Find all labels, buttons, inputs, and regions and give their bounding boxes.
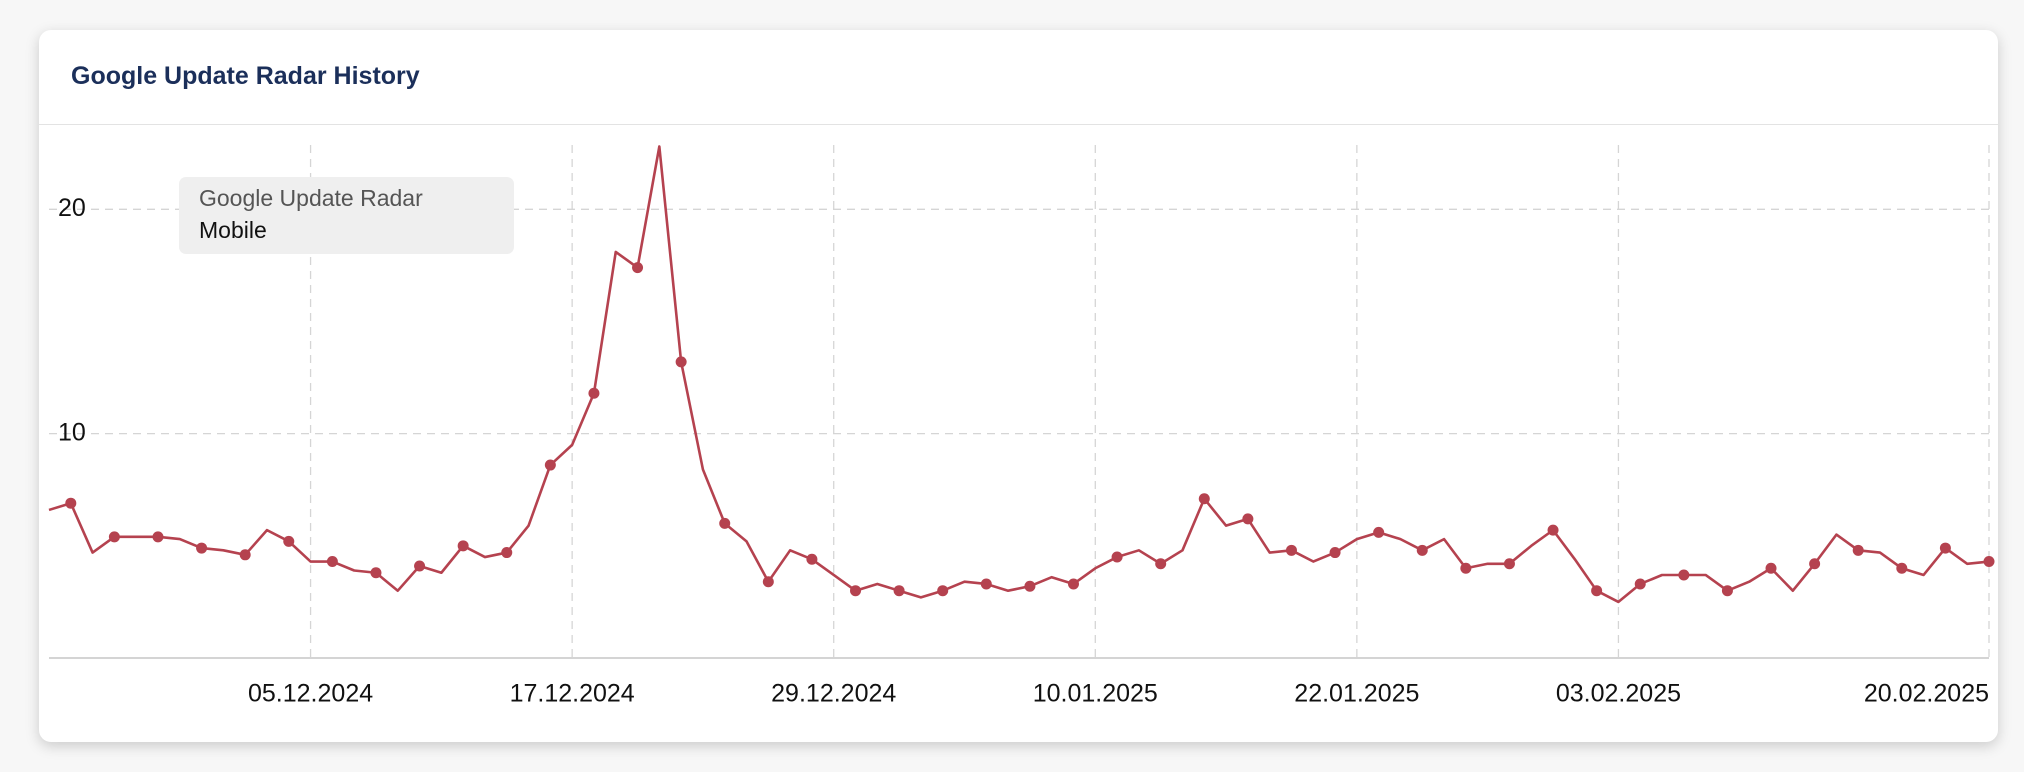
point xyxy=(980,578,992,590)
point xyxy=(1024,580,1036,592)
y-tick-label: 10 xyxy=(58,418,86,446)
point xyxy=(1765,562,1777,574)
legend-entry: Mobile xyxy=(199,217,267,243)
point xyxy=(632,262,644,274)
point xyxy=(719,517,731,529)
point xyxy=(1678,569,1690,581)
point xyxy=(544,459,556,471)
point xyxy=(283,535,295,547)
point xyxy=(1591,585,1603,597)
point xyxy=(414,560,426,572)
point xyxy=(1460,562,1472,574)
point xyxy=(1896,562,1908,574)
x-tick-label: 22.01.2025 xyxy=(1294,680,1419,708)
point xyxy=(1111,551,1123,563)
point xyxy=(806,553,818,565)
point xyxy=(196,542,208,554)
x-tick-label: 05.12.2024 xyxy=(248,680,373,708)
point xyxy=(1721,585,1733,597)
x-tick-label: 29.12.2024 xyxy=(771,680,896,708)
point xyxy=(1634,578,1646,590)
x-tick-label: 10.01.2025 xyxy=(1033,680,1158,708)
point xyxy=(1503,558,1515,570)
point xyxy=(457,540,469,552)
point xyxy=(1285,544,1297,556)
point xyxy=(1067,578,1079,590)
point xyxy=(1416,544,1428,556)
point xyxy=(1198,493,1210,505)
point xyxy=(937,585,949,597)
point xyxy=(370,567,382,579)
point xyxy=(326,556,338,568)
point xyxy=(1809,558,1821,570)
divider xyxy=(39,124,1998,125)
point xyxy=(239,549,251,561)
point xyxy=(1242,513,1254,525)
point xyxy=(152,531,164,543)
point xyxy=(675,356,687,368)
card-title: Google Update Radar History xyxy=(71,62,420,90)
point xyxy=(762,576,774,588)
point xyxy=(1939,542,1951,554)
x-tick-label: 03.02.2025 xyxy=(1556,680,1681,708)
x-tick-label: 17.12.2024 xyxy=(510,680,635,708)
x-tick-label: 20.02.2025 xyxy=(1864,680,1989,708)
point xyxy=(1155,558,1167,570)
point xyxy=(501,547,513,559)
legend-box xyxy=(179,177,514,254)
point xyxy=(65,497,77,509)
point xyxy=(1983,556,1995,568)
point xyxy=(1547,524,1559,536)
y-tick-label: 20 xyxy=(58,194,86,222)
point xyxy=(1852,544,1864,556)
point xyxy=(850,585,862,597)
point xyxy=(108,531,120,543)
legend-title: Google Update Radar xyxy=(199,185,423,211)
point xyxy=(1373,526,1385,538)
point xyxy=(893,585,905,597)
point xyxy=(1329,547,1341,559)
card: Google Update Radar History xyxy=(39,30,1998,742)
point xyxy=(588,387,600,399)
